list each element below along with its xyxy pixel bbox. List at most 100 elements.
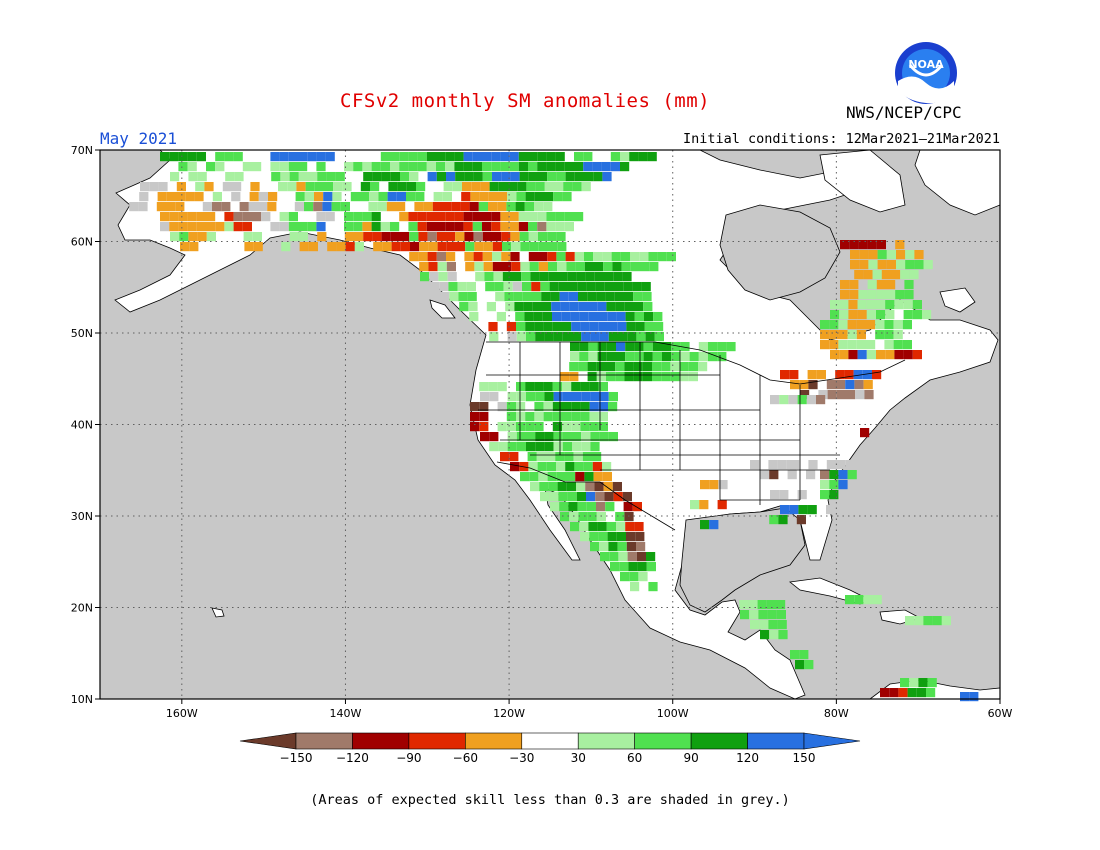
anomaly-cell: [410, 242, 420, 252]
hudson-bay: [719, 204, 841, 301]
anomaly-cell: [576, 272, 586, 282]
anomaly-cell: [588, 342, 598, 352]
anomaly-cell: [569, 362, 579, 372]
anomaly-cell: [509, 212, 519, 222]
anomaly-cell: [436, 172, 446, 182]
anomaly-cell: [606, 302, 616, 312]
anomaly-cell: [380, 152, 390, 162]
anomaly-cell: [399, 162, 409, 172]
anomaly-cell: [482, 212, 492, 222]
anomaly-cell: [575, 262, 585, 272]
anomaly-cell: [510, 232, 520, 242]
anomaly-cell: [941, 616, 951, 626]
chart-title: CFSv2 monthly SM anomalies (mm): [340, 90, 711, 112]
anomaly-cell: [542, 302, 552, 312]
anomaly-cell: [886, 290, 896, 300]
us-mexico-border: [496, 461, 676, 531]
anomaly-cell: [437, 242, 447, 252]
anomaly-cell: [502, 242, 512, 252]
anomaly-cell: [717, 352, 727, 362]
anomaly-cell: [299, 242, 309, 252]
anomaly-cell: [316, 222, 326, 232]
anomaly-cell: [807, 505, 817, 515]
anomaly-cell: [816, 395, 826, 405]
anomaly-cell: [527, 452, 537, 462]
anomaly-cell: [670, 372, 680, 382]
anomaly-cell: [325, 152, 335, 162]
anomaly-cell: [473, 172, 483, 182]
anomaly-cell: [571, 402, 581, 412]
colorbar-tick-label: −120: [336, 751, 369, 765]
anomaly-cell: [489, 332, 499, 342]
anomaly-cell: [149, 182, 159, 192]
anomaly-cell: [522, 292, 532, 302]
anomaly-cell: [479, 412, 489, 422]
anomaly-cell: [459, 302, 469, 312]
anomaly-cell: [270, 152, 280, 162]
anomaly-cell: [426, 152, 436, 162]
initial-conditions: Initial conditions: 12Mar2021–21Mar2021: [683, 131, 1000, 147]
anomaly-cell: [540, 492, 550, 502]
anomaly-cell: [353, 222, 363, 232]
anomaly-cell: [535, 392, 545, 402]
anomaly-cell: [500, 452, 510, 462]
anomaly-cell: [620, 152, 630, 162]
anomaly-cell: [698, 342, 708, 352]
anomaly-cell: [166, 192, 176, 202]
anomaly-cell: [445, 212, 455, 222]
anomaly-cell: [506, 202, 516, 212]
anomaly-cell: [589, 532, 599, 542]
anomaly-cell: [427, 172, 437, 182]
anomaly-cell: [454, 212, 464, 222]
anomaly-cell: [594, 272, 604, 282]
anomaly-cell: [484, 272, 494, 282]
anomaly-cell: [581, 182, 591, 192]
anomaly-cell: [857, 310, 867, 320]
anomaly-cell: [428, 242, 438, 252]
anomaly-cell: [472, 222, 482, 232]
lat-label: 60N: [71, 236, 93, 249]
anomaly-cell: [844, 370, 854, 380]
anomaly-cell: [316, 212, 326, 222]
anomaly-cell: [553, 432, 563, 442]
anomaly-cell: [492, 172, 502, 182]
anomaly-cell: [534, 412, 544, 422]
anomaly-cell: [548, 482, 558, 492]
anomaly-cell: [525, 422, 535, 432]
anomaly-cell: [511, 262, 521, 272]
anomaly-cell: [614, 282, 624, 292]
anomaly-cell: [709, 480, 719, 490]
anomaly-cell: [633, 372, 643, 382]
anomaly-cell: [215, 222, 225, 232]
anomaly-cell: [708, 352, 718, 362]
anomaly-cell: [178, 222, 188, 232]
anomaly-cell: [336, 242, 346, 252]
anomaly-cell: [317, 232, 327, 242]
anomaly-cell: [616, 342, 626, 352]
anomaly-cell: [862, 370, 872, 380]
anomaly-cell: [589, 322, 599, 332]
target-month: May 2021: [100, 129, 178, 148]
anomaly-cell: [859, 250, 869, 260]
anomaly-cell: [492, 262, 502, 272]
anomaly-cell: [354, 242, 364, 252]
anomaly-cell: [516, 392, 526, 402]
anomaly-cell: [316, 152, 326, 162]
anomaly-cell: [550, 292, 560, 302]
anomaly-cell: [504, 292, 514, 302]
anomaly-cell: [826, 505, 836, 515]
colorbar-tick-label: 90: [683, 751, 698, 765]
anomaly-cell: [590, 332, 600, 342]
anomaly-cell: [778, 515, 788, 525]
anomaly-cell: [657, 252, 667, 262]
anomaly-cell: [287, 182, 297, 192]
anomaly-cell: [617, 542, 627, 552]
anomaly-cell: [593, 252, 603, 262]
anomaly-cell: [555, 222, 565, 232]
anomaly-cell: [895, 240, 905, 250]
anomaly-cell: [912, 350, 922, 360]
anomaly-cell: [344, 222, 354, 232]
anomaly-cell: [196, 212, 206, 222]
anomaly-cell: [380, 222, 390, 232]
anomaly-cell: [489, 442, 499, 452]
